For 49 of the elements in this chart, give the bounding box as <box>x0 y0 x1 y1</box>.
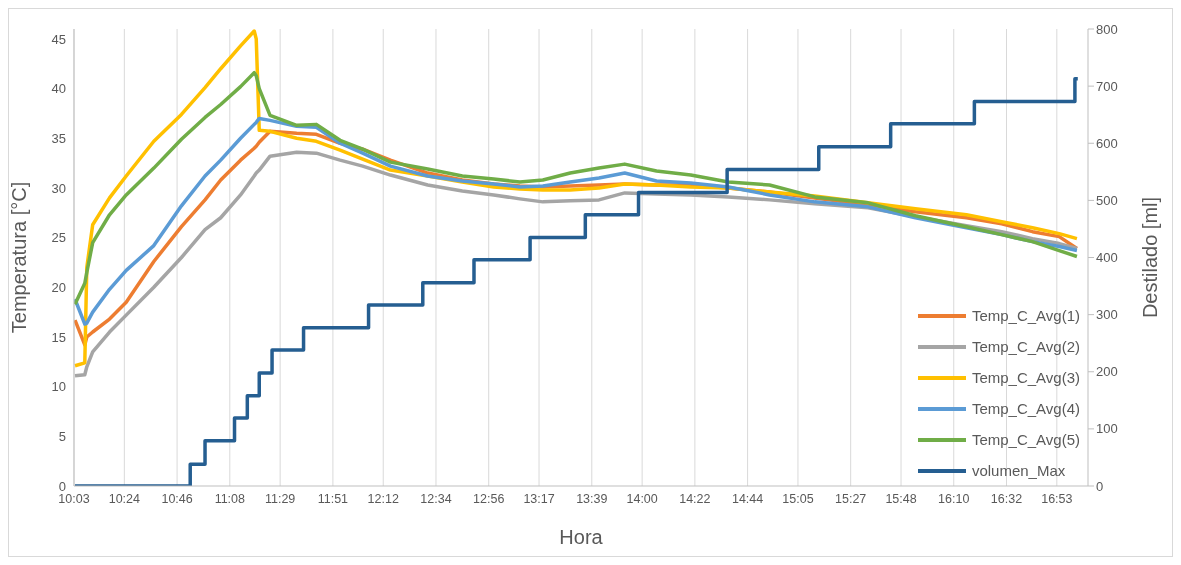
x-tick-label: 12:34 <box>420 491 452 506</box>
y-axis-title: Temperatura [°C] <box>8 181 31 334</box>
x-tick-label: 14:00 <box>626 491 658 506</box>
legend-label: Temp_C_Avg(5) <box>971 431 1080 448</box>
x-tick-label: 16:53 <box>1041 491 1073 506</box>
y2-tick-label: 300 <box>1096 307 1118 323</box>
x-tick-label: 10:03 <box>58 491 90 506</box>
y-tick-label: 5 <box>58 428 66 444</box>
y-tick-label: 20 <box>51 279 66 295</box>
legend-label: Temp_C_Avg(1) <box>971 307 1080 324</box>
y2-tick-label: 700 <box>1096 78 1118 94</box>
y-tick-label: 25 <box>51 230 66 246</box>
x-tick-label: 15:27 <box>835 491 867 506</box>
x-tick-label: 16:10 <box>938 491 970 506</box>
y-tick-label: 0 <box>58 478 66 494</box>
x-tick-label: 10:46 <box>161 491 193 506</box>
x-tick-label: 11:51 <box>317 491 349 506</box>
y2-axis-title: Destilado [ml] <box>1139 196 1162 319</box>
y-tick-label: 30 <box>51 180 66 196</box>
x-axis-title: Hora <box>559 526 604 548</box>
y-tick-label: 15 <box>51 329 66 345</box>
legend-label: Temp_C_Avg(4) <box>971 400 1080 417</box>
y-tick-label: 35 <box>51 130 66 146</box>
line-series <box>74 70 1079 306</box>
legend-label: Temp_C_Avg(3) <box>971 369 1080 386</box>
x-tick-label: 14:22 <box>679 491 711 506</box>
x-tick-label: 11:08 <box>214 491 246 506</box>
x-tick-label: 13:17 <box>523 491 555 506</box>
x-tick-label: 12:12 <box>367 491 399 506</box>
x-tick-label: 16:32 <box>990 491 1023 506</box>
x-tick-label: 13:39 <box>576 491 608 506</box>
x-tick-label: 15:05 <box>782 491 814 506</box>
y2-tick-label: 600 <box>1096 135 1118 151</box>
y-tick-label: 40 <box>51 81 66 97</box>
y2-tick-label: 200 <box>1096 364 1118 380</box>
x-tick-label: 11:29 <box>264 491 296 506</box>
y2-tick-label: 0 <box>1096 478 1104 494</box>
x-tick-label: 14:44 <box>731 491 764 506</box>
y2-tick-label: 100 <box>1096 421 1118 437</box>
y2-tick-label: 400 <box>1096 250 1118 266</box>
legend-label: Temp_C_Avg(2) <box>971 338 1080 355</box>
x-tick-label: 15:48 <box>885 491 917 506</box>
y2-tick-label: 500 <box>1096 192 1118 208</box>
legend-label: volumen_Max <box>971 462 1066 479</box>
y2-tick-label: 800 <box>1096 21 1118 37</box>
y-tick-label: 10 <box>51 379 66 395</box>
x-tick-label: 12:56 <box>473 491 505 506</box>
y-tick-label: 45 <box>51 31 66 47</box>
x-tick-label: 10:24 <box>108 491 141 506</box>
